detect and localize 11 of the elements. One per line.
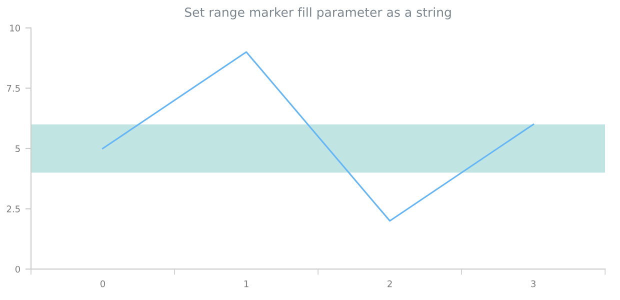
- y-tick-label: 10: [10, 24, 20, 32]
- y-tick-label: 5: [16, 145, 20, 152]
- chart-title: Set range marker fill parameter as a string: [184, 7, 451, 20]
- x-tick-label: 3: [531, 280, 536, 288]
- y-tick-label: 7.5: [6, 85, 20, 92]
- x-tick-label: 1: [244, 280, 248, 288]
- x-tick-label: 0: [100, 280, 106, 288]
- y-tick-label: 0: [15, 266, 20, 273]
- y-tick-label: 2.5: [6, 206, 20, 212]
- line-series: [102, 51, 534, 222]
- x-tick-label: 2: [388, 280, 392, 288]
